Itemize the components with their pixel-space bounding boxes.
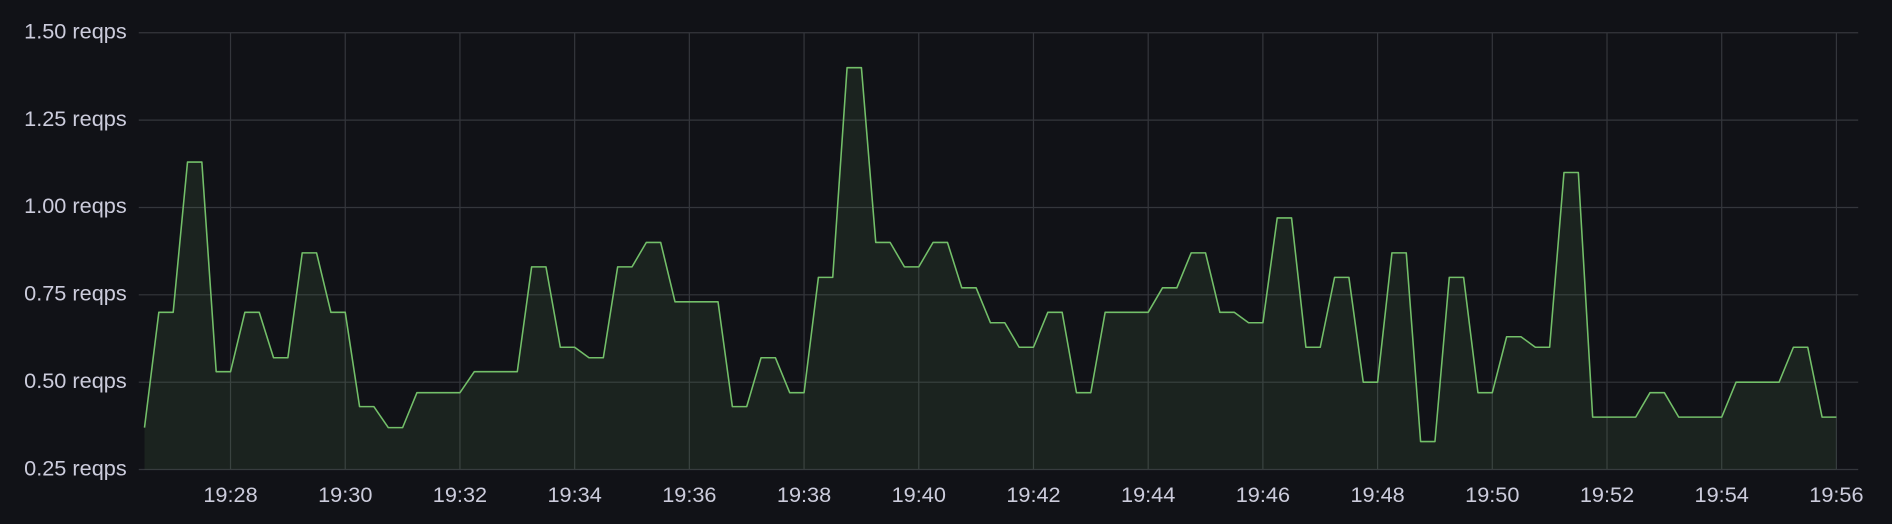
y-tick-label: 1.50 reqps	[24, 18, 127, 43]
x-tick-label: 19:44	[1121, 482, 1175, 507]
y-tick-label: 1.00 reqps	[24, 193, 127, 218]
series-area	[144, 67, 1837, 470]
y-tick-label: 0.25 reqps	[24, 455, 127, 480]
y-tick-label: 1.25 reqps	[24, 106, 127, 131]
y-tick-label: 0.75 reqps	[24, 281, 127, 306]
x-tick-label: 19:28	[203, 482, 257, 507]
x-tick-label: 19:56	[1809, 482, 1863, 507]
x-tick-label: 19:46	[1236, 482, 1290, 507]
x-tick-label: 19:40	[892, 482, 946, 507]
x-tick-label: 19:38	[777, 482, 831, 507]
x-tick-label: 19:34	[547, 482, 601, 507]
x-tick-label: 19:30	[318, 482, 372, 507]
x-tick-label: 19:42	[1006, 482, 1060, 507]
x-tick-label: 19:36	[662, 482, 716, 507]
x-tick-label: 19:32	[433, 482, 487, 507]
y-tick-label: 0.50 reqps	[24, 368, 127, 393]
x-tick-label: 19:52	[1580, 482, 1634, 507]
x-tick-label: 19:48	[1350, 482, 1404, 507]
x-tick-label: 19:50	[1465, 482, 1519, 507]
x-tick-label: 19:54	[1695, 482, 1749, 507]
series-line	[143, 66, 1837, 443]
